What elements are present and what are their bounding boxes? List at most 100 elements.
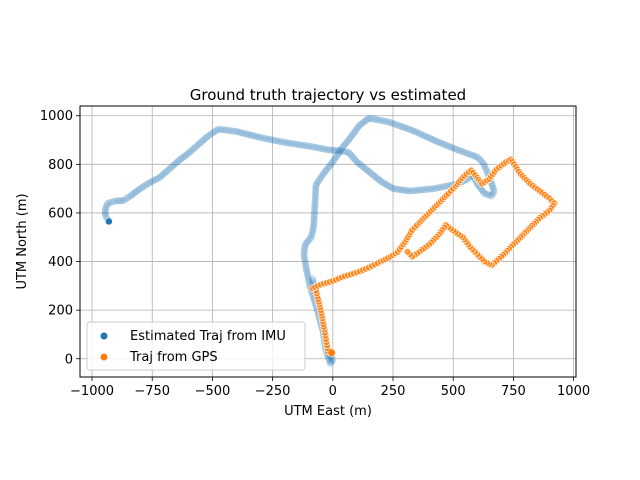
x-tick-label: −750: [134, 384, 170, 399]
imu-point: [383, 118, 390, 125]
imu-point: [311, 198, 319, 205]
imu-point: [425, 185, 433, 193]
imu-point: [373, 175, 381, 182]
imu-point: [117, 197, 124, 205]
imu-point: [246, 131, 254, 139]
x-tick-label: 750: [501, 384, 526, 399]
series-imu: [101, 114, 498, 368]
imu-point: [198, 138, 205, 146]
imu-point: [301, 257, 309, 265]
imu-point: [281, 139, 289, 146]
imu-point: [473, 153, 481, 161]
imu-point: [376, 116, 384, 124]
imu-point: [390, 120, 398, 128]
imu-point: [348, 132, 355, 140]
imu-point: [333, 147, 341, 155]
imu-point: [366, 169, 374, 176]
imu-point: [274, 137, 282, 145]
x-tick-label: −250: [255, 384, 291, 399]
imu-point: [346, 135, 354, 143]
imu-point: [159, 171, 167, 178]
imu-point: [357, 161, 364, 169]
imu-point: [208, 130, 216, 138]
imu-point: [370, 115, 378, 123]
imu-point: [305, 277, 313, 285]
imu-point: [209, 129, 217, 137]
imu-point: [310, 143, 317, 151]
imu-point: [101, 205, 109, 213]
imu-point: [302, 142, 309, 150]
imu-point: [327, 360, 334, 368]
imu-point: [361, 117, 369, 125]
imu-point: [183, 150, 191, 158]
imu-point: [490, 187, 498, 195]
imu-point: [213, 126, 221, 134]
imu-point: [395, 186, 403, 193]
imu-point: [371, 115, 379, 123]
imu-point: [382, 181, 390, 188]
imu-point: [441, 141, 449, 149]
imu-point: [413, 128, 420, 136]
imu-point: [363, 116, 370, 124]
imu-point: [143, 180, 151, 188]
imu-point: [124, 194, 132, 202]
imu-point: [420, 186, 428, 194]
imu-point: [311, 203, 319, 210]
imu-point: [101, 208, 109, 216]
imu-point: [255, 133, 263, 141]
imu-point: [428, 185, 436, 193]
imu-point: [488, 192, 496, 200]
imu-point: [340, 142, 347, 150]
imu-point: [422, 186, 430, 193]
imu-point: [369, 171, 376, 178]
imu-point: [341, 148, 349, 156]
imu-point: [420, 132, 428, 139]
imu-point: [431, 137, 439, 144]
imu-point: [406, 187, 414, 195]
imu-point: [151, 176, 159, 184]
imu-point: [347, 134, 355, 141]
imu-point: [189, 145, 197, 153]
imu-point: [359, 163, 367, 171]
imu-point: [199, 137, 207, 145]
imu-point: [313, 180, 321, 188]
imu-point: [305, 276, 313, 284]
imu-point: [419, 186, 427, 194]
imu-point: [311, 143, 319, 151]
imu-point: [350, 154, 358, 162]
y-tick-label: 1000: [40, 109, 73, 124]
imu-point: [446, 143, 454, 151]
imu-point: [310, 224, 317, 231]
imu-point: [423, 133, 430, 141]
imu-point: [480, 188, 488, 196]
imu-point: [304, 273, 312, 280]
imu-point: [345, 148, 352, 156]
imu-point: [312, 188, 320, 195]
imu-point: [435, 184, 443, 192]
imu-point: [409, 187, 417, 195]
imu-point: [437, 139, 445, 147]
imu-point: [441, 182, 449, 190]
imu-point: [432, 184, 439, 192]
imu-point: [489, 190, 496, 198]
imu-point: [332, 154, 339, 162]
imu-point: [261, 135, 269, 142]
imu-point: [326, 162, 334, 169]
imu-point: [236, 128, 243, 136]
imu-point: [466, 150, 474, 158]
imu-point: [310, 212, 318, 220]
imu-point: [101, 207, 109, 215]
imu-point: [412, 187, 420, 194]
imu-point: [372, 174, 380, 181]
imu-point: [316, 144, 324, 152]
imu-point: [158, 172, 166, 179]
imu-point: [312, 186, 320, 194]
imu-point: [112, 197, 120, 205]
imu-point: [287, 140, 295, 147]
imu-point: [303, 238, 311, 246]
imu-start-point: [105, 217, 113, 226]
imu-point: [295, 141, 303, 149]
imu-point: [386, 118, 394, 126]
